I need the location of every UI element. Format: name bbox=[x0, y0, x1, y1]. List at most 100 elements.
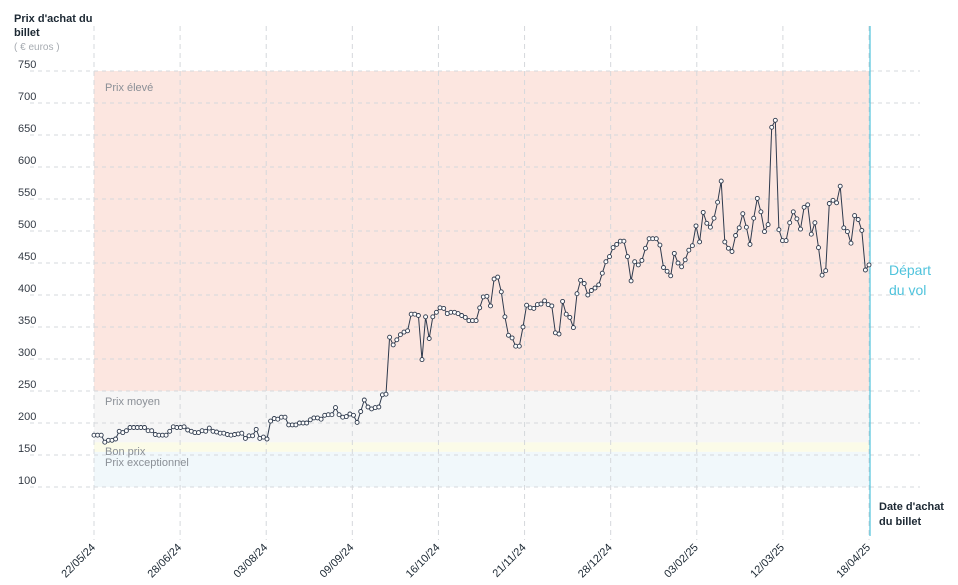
data-point bbox=[361, 397, 367, 403]
y-tick-label: 550 bbox=[18, 187, 36, 199]
data-point bbox=[841, 225, 847, 231]
data-point bbox=[203, 428, 209, 434]
x-axis-ticks: 22/05/24 28/06/24 03/08/24 09/09/24 16/10/24… bbox=[59, 542, 873, 581]
y-tick-label: 200 bbox=[18, 411, 36, 423]
data-point bbox=[668, 273, 674, 279]
x-tick-label: 03/02/25 bbox=[662, 542, 701, 581]
y-tick-label: 400 bbox=[18, 283, 36, 295]
data-point bbox=[621, 238, 627, 244]
x-tick-label: 16/10/24 bbox=[404, 542, 443, 581]
data-point bbox=[502, 314, 508, 320]
data-point bbox=[823, 268, 829, 274]
band-label: Prix exceptionnel bbox=[105, 457, 189, 469]
data-point bbox=[607, 254, 612, 260]
band-prix-moyen bbox=[94, 391, 869, 443]
data-point bbox=[790, 209, 796, 215]
x-axis-title-line: Date d'achat bbox=[879, 501, 944, 513]
data-point bbox=[567, 314, 573, 320]
data-point bbox=[333, 405, 338, 411]
y-tick-label: 750 bbox=[18, 59, 36, 71]
data-point bbox=[848, 240, 854, 246]
data-point bbox=[307, 417, 313, 423]
data-point bbox=[585, 292, 591, 298]
data-point bbox=[563, 311, 569, 317]
y-tick-label: 250 bbox=[18, 379, 36, 391]
data-point bbox=[268, 418, 274, 424]
data-point bbox=[560, 298, 566, 304]
data-point bbox=[758, 209, 764, 215]
data-point bbox=[250, 433, 256, 439]
y-tick-label: 350 bbox=[18, 315, 36, 327]
data-point bbox=[866, 262, 872, 268]
x-tick-label: 03/08/24 bbox=[232, 542, 271, 581]
y-axis-title: Prix d'achat du billet bbox=[14, 13, 92, 39]
y-tick-label: 500 bbox=[18, 219, 36, 231]
x-axis-title-text: Date d'achat du billet bbox=[879, 501, 944, 528]
data-point bbox=[358, 409, 364, 414]
data-point bbox=[304, 420, 310, 426]
data-point bbox=[484, 293, 490, 299]
data-point bbox=[397, 332, 403, 338]
y-tick-label: 150 bbox=[18, 443, 36, 455]
data-point bbox=[837, 183, 843, 189]
data-point bbox=[488, 303, 493, 309]
data-point bbox=[509, 335, 515, 341]
data-point bbox=[383, 391, 389, 397]
data-point bbox=[282, 414, 288, 420]
x-tick-label: 21/11/24 bbox=[490, 542, 528, 580]
data-point bbox=[635, 262, 641, 268]
data-point bbox=[754, 195, 760, 201]
data-point bbox=[181, 424, 187, 430]
data-point bbox=[516, 343, 522, 349]
data-point bbox=[762, 229, 767, 235]
data-point bbox=[679, 264, 685, 270]
x-tick-label: 09/09/24 bbox=[318, 542, 357, 581]
y-tick-label: 100 bbox=[18, 475, 36, 487]
data-point bbox=[520, 324, 526, 330]
data-point bbox=[693, 223, 699, 229]
data-point bbox=[588, 288, 594, 293]
data-point bbox=[163, 432, 169, 438]
data-point bbox=[704, 220, 710, 226]
data-point bbox=[808, 231, 814, 237]
data-point bbox=[196, 430, 201, 436]
data-point bbox=[405, 328, 411, 334]
y-axis-title-text: Prix d'achat du billet bbox=[14, 13, 92, 39]
data-point bbox=[812, 220, 818, 226]
x-tick-label: 12/03/25 bbox=[748, 542, 787, 581]
band-prix-exceptionnel bbox=[94, 451, 869, 487]
data-point bbox=[625, 254, 630, 260]
data-point bbox=[390, 342, 396, 348]
data-point bbox=[852, 213, 858, 219]
data-point bbox=[477, 305, 483, 311]
data-point bbox=[491, 276, 497, 282]
data-point bbox=[423, 314, 429, 320]
data-point bbox=[430, 314, 436, 320]
data-point bbox=[855, 217, 861, 222]
data-point bbox=[862, 267, 868, 273]
data-point bbox=[743, 224, 749, 230]
x-tick-label: 22/05/24 bbox=[59, 542, 98, 581]
data-point bbox=[700, 209, 706, 215]
price-points bbox=[91, 117, 872, 445]
data-point bbox=[682, 257, 688, 263]
data-point bbox=[206, 425, 212, 431]
data-point bbox=[415, 313, 421, 318]
data-point bbox=[260, 434, 266, 440]
data-point bbox=[596, 282, 602, 288]
data-point bbox=[419, 357, 425, 363]
data-point bbox=[253, 426, 259, 432]
data-point bbox=[675, 260, 681, 266]
data-point bbox=[661, 265, 666, 270]
data-point bbox=[733, 233, 739, 238]
data-point bbox=[318, 416, 324, 422]
data-point bbox=[707, 224, 713, 230]
data-point bbox=[581, 281, 587, 286]
band-label: Prix moyen bbox=[105, 396, 160, 408]
data-point bbox=[711, 215, 717, 221]
data-point bbox=[120, 430, 126, 436]
data-point bbox=[167, 428, 173, 434]
data-point bbox=[765, 222, 771, 228]
data-point bbox=[686, 247, 692, 253]
data-point bbox=[264, 436, 270, 442]
